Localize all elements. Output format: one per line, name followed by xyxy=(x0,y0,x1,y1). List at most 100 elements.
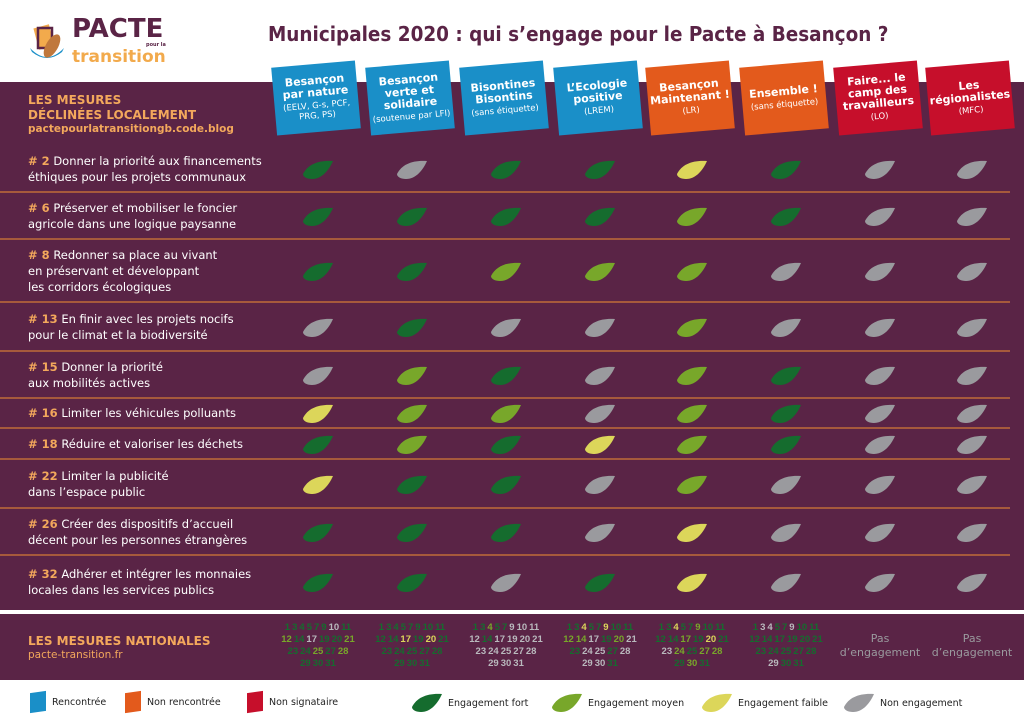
list-card: Besançon verte et solidaire (soutenue par… xyxy=(365,60,455,136)
local-link[interactable]: pactepourlatransitiongb.code.blog xyxy=(28,123,234,135)
national-measure-number: 5 xyxy=(680,622,686,633)
national-measure-number: 7 xyxy=(595,622,602,633)
leaf-icon xyxy=(491,404,521,423)
national-measure-number: 28 xyxy=(525,646,537,657)
national-measure-number: 31 xyxy=(513,658,524,669)
leaf-icon xyxy=(865,523,895,542)
national-measure-number: 5 xyxy=(400,622,406,633)
engagement-leaf-fort xyxy=(489,158,523,180)
engagement-leaf-faible xyxy=(301,402,335,424)
national-measure-number: 7 xyxy=(501,622,508,633)
national-measure-number: 24 xyxy=(582,646,593,657)
national-measure-number: 7 xyxy=(781,622,788,633)
national-measures-list: 1 3 4 5 7 9 10 11 12 14 17 19 20 21 23 24 25 27 28 29 30 31 xyxy=(272,622,364,670)
engagement-leaf-none xyxy=(301,316,335,338)
national-measures-list: 1 3 4 5 7 9 10 11 12 14 17 19 20 21 23 24 25 27 28 29 30 31 xyxy=(554,622,646,670)
measure-text: Donner la priorité xyxy=(61,359,163,374)
measure-label: # 26 Créer des dispositifs d’accueil déce… xyxy=(28,516,247,548)
engagement-leaf-moyen xyxy=(395,364,429,386)
national-measure-number: 11 xyxy=(435,622,446,633)
national-measure-number: 31 xyxy=(325,658,336,669)
national-measure-number: 4 xyxy=(393,622,399,633)
national-measure-number: 20 xyxy=(331,634,343,645)
list-name: Besançon verte et solidaire xyxy=(378,70,439,113)
measure-label: # 18 Réduire et valoriser les déchets xyxy=(28,436,243,452)
engagement-leaf-none xyxy=(769,260,803,282)
national-measure-number: 29 xyxy=(394,658,405,669)
leaf-icon xyxy=(771,475,801,494)
engagement-leaf-none xyxy=(769,316,803,338)
engagement-leaf-faible xyxy=(301,473,335,495)
leaf-icon xyxy=(771,404,801,423)
national-measure-number: 25 xyxy=(406,646,418,657)
engagement-leaf-none xyxy=(955,521,989,543)
engagement-leaf-none xyxy=(489,571,523,593)
leaf-icon xyxy=(957,207,987,226)
list-card: Ensemble ! (sans étiquette) xyxy=(739,60,829,136)
national-measure-number: 9 xyxy=(509,622,515,633)
row-divider xyxy=(0,427,1010,429)
national-measure-number: 24 xyxy=(674,646,685,657)
national-measure-number: 1 xyxy=(284,622,291,633)
national-section-header: LES MESURES NATIONALES pacte-transition.… xyxy=(28,634,211,661)
leaf-icon xyxy=(865,207,895,226)
engagement-leaf-none xyxy=(955,260,989,282)
list-card: Bisontines Bisontins (sans étiquette) xyxy=(459,60,549,136)
engagement-leaf-none xyxy=(583,316,617,338)
measure-text: les corridors écologiques xyxy=(28,279,172,294)
engagement-leaf-none xyxy=(955,473,989,495)
national-link[interactable]: pacte-transition.fr xyxy=(28,649,123,661)
legend-status-non_rencontree: Non rencontrée xyxy=(125,690,221,714)
national-measure-number: 19 xyxy=(693,634,704,645)
national-measure-number: 23 xyxy=(287,646,299,657)
engagement-leaf-moyen xyxy=(489,402,523,424)
national-measure-number: 20 xyxy=(705,634,717,645)
row-divider xyxy=(0,458,1010,460)
engagement-leaf-none xyxy=(863,364,897,386)
engagement-leaf-fort xyxy=(301,433,335,455)
leaf-icon xyxy=(865,262,895,281)
measure-text: Créer des dispositifs d’accueil xyxy=(61,516,234,531)
list-card: Besançon Maintenant ! (LR) xyxy=(645,60,735,136)
engagement-leaf-none xyxy=(583,521,617,543)
engagement-leaf-none xyxy=(955,158,989,180)
local-title-line2: DÉCLINÉES LOCALEMENT xyxy=(28,108,197,122)
engagement-leaf-moyen xyxy=(395,433,429,455)
row-divider xyxy=(0,301,1010,303)
engagement-leaf-fort xyxy=(395,521,429,543)
leaf-icon xyxy=(585,404,615,423)
row-divider xyxy=(0,554,1010,556)
national-measure-number: 21 xyxy=(626,634,637,645)
national-measure-number: 14 xyxy=(761,634,773,645)
leaf-swatch-icon xyxy=(552,693,582,712)
measure-label: # 16 Limiter les véhicules polluants xyxy=(28,405,236,421)
leaf-icon xyxy=(771,262,801,281)
national-measure-number: 3 xyxy=(574,622,580,633)
national-measure-number: 1 xyxy=(752,622,759,633)
national-measure-number: 3 xyxy=(292,622,298,633)
national-measure-number: 3 xyxy=(386,622,392,633)
engagement-leaf-moyen xyxy=(675,364,709,386)
measure-text: Adhérer et intégrer les monnaies xyxy=(61,566,252,581)
engagement-leaf-none xyxy=(301,364,335,386)
list-name: Faire... le camp des travailleurs xyxy=(842,70,915,114)
national-measure-number: 28 xyxy=(431,646,443,657)
logo-pacte: PACTE xyxy=(72,14,164,44)
leaf-icon xyxy=(397,404,427,423)
leaf-icon xyxy=(303,475,333,494)
leaf-icon xyxy=(677,366,707,385)
leaf-swatch-icon xyxy=(702,693,732,712)
leaf-icon xyxy=(397,160,427,179)
leaf-icon xyxy=(303,207,333,226)
engagement-leaf-moyen xyxy=(489,260,523,282)
leaf-icon xyxy=(491,262,521,281)
national-measure-number: 5 xyxy=(588,622,594,633)
leaf-icon xyxy=(677,262,707,281)
engagement-leaf-none xyxy=(955,316,989,338)
engagement-leaf-fort xyxy=(769,158,803,180)
leaf-icon xyxy=(771,366,801,385)
list-card: Les régionalistes (MFC) xyxy=(925,60,1015,136)
no-engagement-line: Pas xyxy=(962,632,982,645)
measure-number: # 15 xyxy=(28,359,58,374)
national-measure-number: 5 xyxy=(774,622,780,633)
